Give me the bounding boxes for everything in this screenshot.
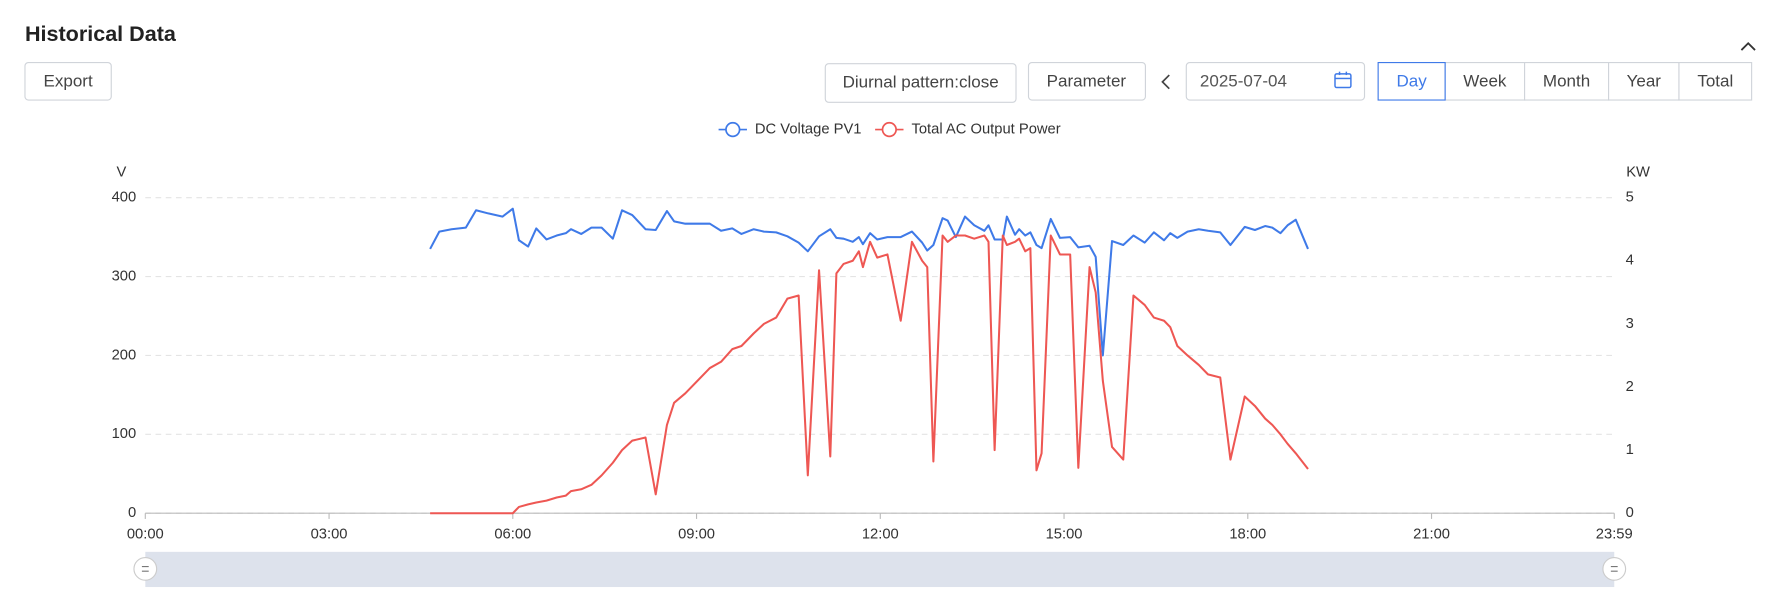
legend-label: Total AC Output Power (911, 121, 1060, 137)
zoom-slider (133, 551, 1627, 588)
y-tick-label: 300 (112, 268, 137, 284)
y2-tick-label: 5 (1626, 190, 1634, 206)
y2-axis-title: KW (1626, 165, 1650, 181)
page-title: Historical Data (25, 21, 177, 46)
y-tick-label: 100 (112, 426, 137, 442)
button-frame (24, 61, 112, 101)
y2-tick-label: 4 (1626, 253, 1634, 269)
y-axis-title: V (117, 165, 127, 181)
legend-item[interactable]: DC Voltage PV1 (718, 121, 862, 138)
chart: V KW 0 100 200 300 400 0 1 2 3 4 5 00:00 03:00 06:00 09:… (112, 121, 1650, 542)
date-picker[interactable]: 2025-07-04 (1185, 61, 1366, 101)
y2-tick-label: 3 (1626, 316, 1634, 332)
button-frame (824, 63, 1017, 103)
export-button[interactable]: Export (24, 61, 112, 101)
period-tab[interactable]: Total (1678, 61, 1753, 101)
tab-label: Year (1627, 71, 1662, 90)
y-tick-label: 0 (128, 505, 136, 521)
tab-frame (1678, 61, 1753, 101)
diurnal-button[interactable]: Diurnal pattern:close (824, 63, 1017, 103)
tab-frame (1524, 61, 1610, 101)
x-tick-label: 12:00 (862, 527, 899, 543)
data-line (429, 207, 1309, 357)
tab-label: Total (1697, 71, 1733, 90)
slider-track (145, 551, 1615, 588)
date-value: 2025-07-04 (1200, 71, 1287, 90)
button-label: Export (44, 71, 93, 90)
tab-frame (1444, 61, 1526, 101)
prev-date-button[interactable] (1161, 74, 1170, 90)
handle-grip (141, 566, 149, 572)
period-tabs: Week Month Year Total Day (1377, 61, 1753, 101)
slider-handle[interactable] (1602, 556, 1627, 581)
calendar-icon (1334, 71, 1352, 89)
slider-handle[interactable] (133, 556, 158, 581)
x-tick-label: 09:00 (678, 527, 715, 543)
tab-frame (1608, 61, 1680, 101)
button-frame (1027, 61, 1146, 101)
tab-label: Day (1396, 71, 1427, 90)
parameter-button[interactable]: Parameter (1027, 61, 1146, 101)
x-tick-label: 23:59 (1596, 527, 1633, 543)
x-tick-label: 18:00 (1229, 527, 1266, 543)
tab-label: Month (1543, 71, 1590, 90)
tab-label: Week (1463, 71, 1507, 90)
legend-item[interactable]: Total AC Output Power (875, 121, 1061, 137)
button-label: Diurnal pattern:close (843, 73, 999, 92)
y-tick-label: 200 (112, 347, 137, 363)
period-tab[interactable]: Week (1444, 61, 1526, 101)
legend-label: DC Voltage PV1 (755, 121, 862, 137)
x-tick-label: 03:00 (311, 527, 348, 543)
period-tab[interactable]: Year (1608, 61, 1680, 101)
y2-tick-label: 1 (1626, 442, 1634, 458)
period-tab[interactable]: Month (1524, 61, 1610, 101)
date-frame (1185, 61, 1366, 101)
period-tab[interactable]: Day (1377, 61, 1446, 101)
x-tick-label: 21:00 (1413, 527, 1450, 543)
x-tick-label: 15:00 (1046, 527, 1083, 543)
handle-grip (1610, 566, 1618, 572)
y-tick-label: 400 (112, 190, 137, 206)
tab-frame (1377, 61, 1446, 101)
x-tick-label: 00:00 (127, 527, 164, 543)
legend-symbol (881, 121, 897, 138)
button-label: Parameter (1047, 71, 1127, 90)
collapse-button[interactable] (1740, 41, 1756, 51)
data-line (430, 234, 1309, 515)
y2-tick-label: 0 (1626, 505, 1634, 521)
legend-symbol (725, 121, 741, 138)
x-tick-label: 06:00 (494, 527, 531, 543)
y2-tick-label: 2 (1626, 379, 1634, 395)
